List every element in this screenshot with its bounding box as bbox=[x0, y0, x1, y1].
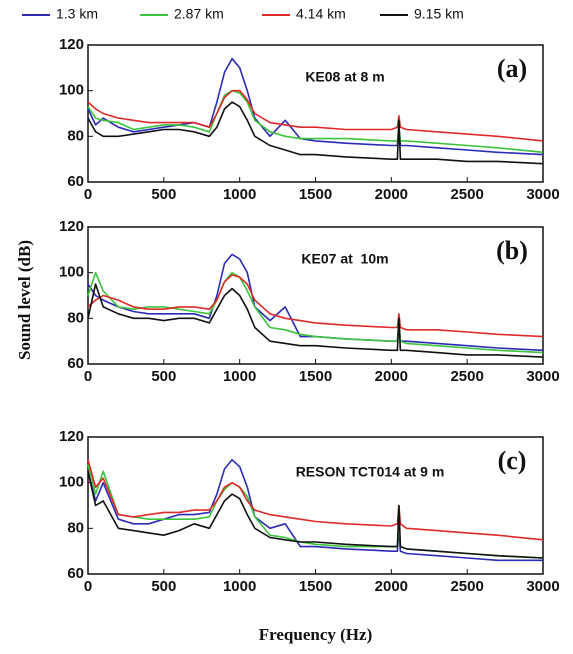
x-tick-label: 1500 bbox=[299, 368, 332, 385]
series-line bbox=[87, 271, 544, 354]
x-tick-label: 2000 bbox=[375, 578, 408, 595]
series-line bbox=[87, 57, 544, 156]
x-tick-label: 1000 bbox=[223, 186, 256, 203]
legend-label: 9.15 km bbox=[414, 6, 464, 22]
y-tick-label: 100 bbox=[59, 264, 84, 281]
x-axis-label: Frequency (Hz) bbox=[259, 625, 372, 644]
x-tick-label: 2000 bbox=[375, 368, 408, 385]
x-tick-label: 1500 bbox=[299, 578, 332, 595]
x-tick-label: 2500 bbox=[450, 186, 483, 203]
legend-label: 2.87 km bbox=[174, 6, 224, 22]
y-tick-label: 80 bbox=[67, 309, 84, 326]
y-tick-label: 60 bbox=[67, 565, 84, 582]
series-line bbox=[87, 101, 544, 165]
annotation: KE07 at 10m bbox=[301, 251, 388, 267]
y-tick-label: 100 bbox=[59, 474, 84, 491]
series-line bbox=[87, 89, 544, 154]
y-tick-label: 120 bbox=[59, 218, 84, 235]
x-tick-label: 2500 bbox=[450, 368, 483, 385]
x-tick-label: 500 bbox=[151, 186, 176, 203]
y-tick-label: 120 bbox=[59, 428, 84, 445]
annotation: RESON TCT014 at 9 m bbox=[296, 464, 445, 480]
x-tick-label: 3000 bbox=[526, 368, 559, 385]
x-tick-label: 0 bbox=[84, 578, 92, 595]
legend-label: 1.3 km bbox=[56, 6, 98, 22]
x-tick-label: 3000 bbox=[526, 578, 559, 595]
y-axis-label: Sound level (dB) bbox=[15, 240, 34, 360]
x-tick-label: 0 bbox=[84, 186, 92, 203]
series-line bbox=[87, 459, 544, 541]
annotation: KE08 at 8 m bbox=[305, 69, 384, 85]
panel-label: (b) bbox=[496, 236, 528, 265]
x-tick-label: 2000 bbox=[375, 186, 408, 203]
x-tick-label: 0 bbox=[84, 368, 92, 385]
panel-label: (c) bbox=[498, 446, 527, 475]
series-line bbox=[87, 283, 544, 358]
x-tick-label: 500 bbox=[151, 578, 176, 595]
y-tick-label: 100 bbox=[59, 82, 84, 99]
y-tick-label: 60 bbox=[67, 173, 84, 190]
series-line bbox=[87, 89, 544, 142]
y-tick-label: 120 bbox=[59, 36, 84, 53]
series-line bbox=[87, 459, 543, 562]
series-line bbox=[87, 471, 544, 559]
y-tick-label: 80 bbox=[67, 519, 84, 536]
x-tick-label: 3000 bbox=[526, 186, 559, 203]
series-line bbox=[87, 274, 544, 338]
x-tick-label: 1000 bbox=[223, 368, 256, 385]
x-tick-label: 1500 bbox=[299, 186, 332, 203]
x-tick-label: 500 bbox=[151, 368, 176, 385]
x-tick-label: 2500 bbox=[450, 578, 483, 595]
y-tick-label: 80 bbox=[67, 127, 84, 144]
x-tick-label: 1000 bbox=[223, 578, 256, 595]
y-tick-label: 60 bbox=[67, 355, 84, 372]
legend-label: 4.14 km bbox=[296, 6, 346, 22]
panel-label: (a) bbox=[497, 54, 527, 83]
plot-frame bbox=[87, 226, 544, 365]
